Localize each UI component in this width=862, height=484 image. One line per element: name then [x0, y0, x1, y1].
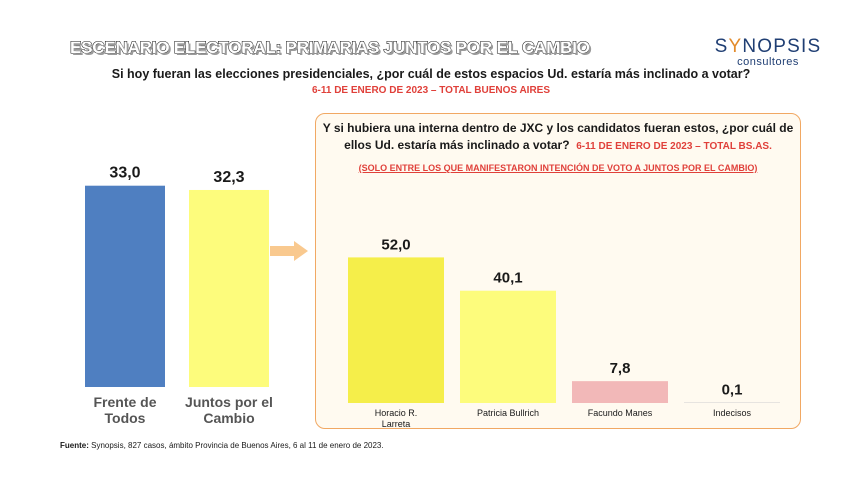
value-label-right-1: 40,1: [493, 270, 522, 287]
bar-left-1: [189, 189, 269, 387]
right-chart: 52,0 Horacio R. Larreta 40,1 Patricia Bullri…: [348, 236, 780, 429]
logo-subtitle: consultores: [737, 56, 799, 68]
panel-question: Y si hubiera una interna dentro de JXC y…: [318, 120, 798, 155]
bar-right-3: [684, 402, 780, 403]
panel-note: (SOLO ENTRE LOS QUE MANIFESTARON INTENCI…: [358, 163, 758, 173]
synopsis-logo: SYNOPSIS consultores: [713, 36, 823, 68]
bar-right-2: [572, 381, 668, 403]
category-label-right-1: Patricia Bullrich: [477, 408, 539, 418]
panel-question-line2: ellos Ud. estaría más inclinado a votar?…: [344, 138, 772, 152]
category-label-left-1: Juntos por el Cambio: [185, 394, 273, 426]
category-label-right-3: Indecisos: [713, 408, 752, 418]
category-label-left-0: Frente de Todos: [93, 394, 156, 426]
bar-right-1: [460, 290, 556, 403]
category-label-right-0: Horacio R. Larreta: [375, 408, 418, 429]
panel-date: 6-11 DE ENERO DE 2023 – TOTAL BS.AS.: [576, 141, 772, 152]
value-label-right-0: 52,0: [381, 236, 410, 253]
logo-wordmark: SYNOPSIS: [714, 36, 822, 57]
value-label-right-3: 0,1: [722, 382, 743, 399]
bar-left-0: [85, 185, 165, 387]
left-chart: 33,0 Frente de Todos 32,3 Juntos por el Cambi…: [85, 165, 273, 426]
main-question: Si hoy fueran las elecciones presidencia…: [111, 67, 751, 81]
value-label-left-1: 32,3: [213, 169, 244, 186]
page-title: ESCENARIO ELECTORAL: PRIMARIAS JUNTOS PO…: [69, 37, 590, 57]
value-label-left-0: 33,0: [109, 165, 140, 182]
footnote: Fuente: Synopsis, 827 casos, ámbito Prov…: [60, 441, 384, 450]
arrow-icon: [270, 241, 308, 261]
panel-question-line1: Y si hubiera una interna dentro de JXC y…: [322, 121, 794, 135]
category-label-right-2: Facundo Manes: [588, 408, 653, 418]
value-label-right-2: 7,8: [610, 360, 631, 377]
main-dateline: 6-11 DE ENERO DE 2023 – TOTAL BUENOS AIR…: [311, 85, 551, 96]
bar-right-0: [348, 257, 444, 403]
